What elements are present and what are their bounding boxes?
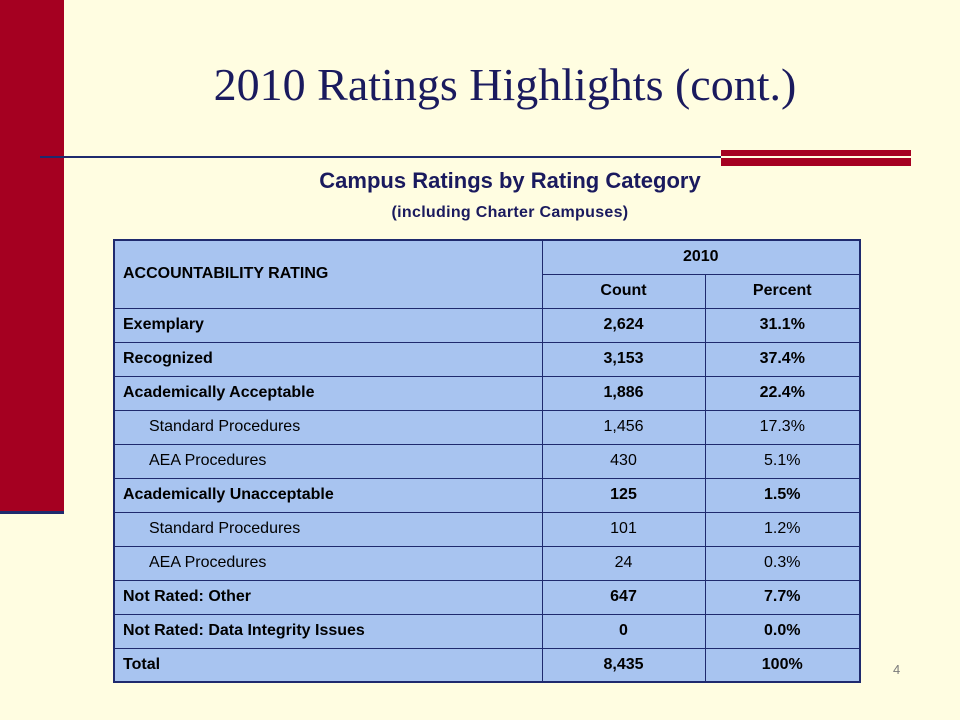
left-accent-underline — [0, 511, 64, 514]
row-percent: 0.0% — [704, 613, 861, 649]
title-accent-block — [721, 150, 911, 166]
table-row: Recognized 3,153 37.4% — [113, 341, 861, 377]
row-count: 2,624 — [541, 307, 706, 343]
row-label: Academically Acceptable — [113, 375, 543, 411]
row-label: Not Rated: Data Integrity Issues — [113, 613, 543, 649]
row-percent: 1.2% — [704, 511, 861, 547]
header-count: Count — [541, 273, 706, 309]
slide-title: 2010 Ratings Highlights (cont.) — [213, 59, 797, 110]
row-count: 1,886 — [541, 375, 706, 411]
row-percent: 100% — [704, 647, 861, 683]
row-count: 101 — [541, 511, 706, 547]
table-row: Total 8,435 100% — [113, 647, 861, 683]
table-subtitle: (including Charter Campuses) — [391, 204, 629, 221]
table-row: Exemplary 2,624 31.1% — [113, 307, 861, 343]
table-row: Academically Unacceptable 125 1.5% — [113, 477, 861, 513]
table-subheader-row: Count Percent — [114, 273, 861, 309]
table-body: Exemplary 2,624 31.1% Recognized 3,153 37.4% A… — [113, 307, 861, 683]
row-percent: 31.1% — [704, 307, 861, 343]
table-row: AEA Procedures 24 0.3% — [113, 545, 861, 581]
row-percent: 17.3% — [704, 409, 861, 445]
row-percent: 37.4% — [704, 341, 861, 377]
header-accountability-rating: ACCOUNTABILITY RATING — [113, 239, 543, 309]
table-title: Campus Ratings by Rating Category — [319, 168, 701, 193]
row-percent: 7.7% — [704, 579, 861, 615]
row-label: AEA Procedures — [113, 443, 543, 479]
row-count: 647 — [541, 579, 706, 615]
table-row: Academically Acceptable 1,886 22.4% — [113, 375, 861, 411]
row-percent: 22.4% — [704, 375, 861, 411]
row-label: Academically Unacceptable — [113, 477, 543, 513]
row-percent: 5.1% — [704, 443, 861, 479]
row-count: 8,435 — [541, 647, 706, 683]
slide-number: 4 — [893, 662, 901, 677]
row-count: 0 — [541, 613, 706, 649]
row-label: Not Rated: Other — [113, 579, 543, 615]
row-label: Standard Procedures — [113, 511, 543, 547]
row-count: 1,456 — [541, 409, 706, 445]
row-label: Standard Procedures — [113, 409, 543, 445]
table-row: Not Rated: Data Integrity Issues 0 0.0% — [113, 613, 861, 649]
row-label: Total — [113, 647, 543, 683]
table-row: Not Rated: Other 647 7.7% — [113, 579, 861, 615]
table-header-row: ACCOUNTABILITY RATING 2010 — [113, 239, 861, 309]
table-row: Standard Procedures 101 1.2% — [113, 511, 861, 547]
row-count: 24 — [541, 545, 706, 581]
row-count: 125 — [541, 477, 706, 513]
header-year: 2010 — [541, 239, 861, 275]
row-count: 430 — [541, 443, 706, 479]
row-percent: 0.3% — [704, 545, 861, 581]
row-percent: 1.5% — [704, 477, 861, 513]
left-accent-bar — [0, 0, 64, 511]
row-count: 3,153 — [541, 341, 706, 377]
row-label: Exemplary — [113, 307, 543, 343]
title-divider — [40, 156, 910, 158]
table-row: Standard Procedures 1,456 17.3% — [113, 409, 861, 445]
table-row: AEA Procedures 430 5.1% — [113, 443, 861, 479]
row-label: AEA Procedures — [113, 545, 543, 581]
row-label: Recognized — [113, 341, 543, 377]
header-percent: Percent — [704, 273, 861, 309]
ratings-table: ACCOUNTABILITY RATING 2010 Count Percent… — [113, 239, 861, 683]
